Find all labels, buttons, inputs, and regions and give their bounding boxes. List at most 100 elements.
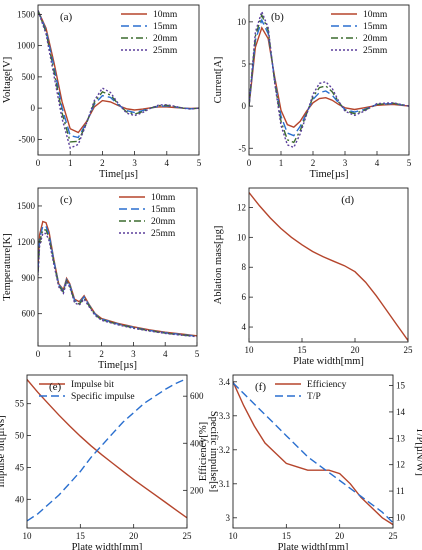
legend-entry: 10mm	[153, 10, 178, 20]
x-tick-label: 25	[183, 531, 193, 541]
x-tick-label: 20	[335, 531, 345, 541]
x-tick-label: 3	[131, 349, 136, 359]
series-line-25mm	[38, 10, 199, 150]
x-axis-label: Plate width[mm]	[278, 542, 349, 550]
panel-f	[232, 374, 394, 529]
y-axis-label: Ablation mass[µg]	[213, 226, 224, 305]
plot-frame	[232, 374, 394, 529]
plot-frame	[248, 4, 410, 156]
y-tick-label: 40	[15, 494, 25, 504]
legend-entry: Impulse bit	[71, 380, 114, 390]
y-tick-label: 500	[22, 72, 36, 82]
y-tick-label: 1200	[17, 237, 36, 247]
legend-entry: Specific impulse	[71, 391, 135, 402]
y-axis-label: Temperature[K]	[2, 233, 13, 300]
y2-axis-label: Specific impulse[s]	[208, 411, 219, 492]
y-tick-label: 3.3	[219, 411, 231, 421]
legend-entry: Efficiency	[307, 379, 347, 390]
y-tick-label: 6	[242, 292, 247, 302]
x-axis-label: Time[µs]	[98, 360, 137, 371]
y-tick-label: 0	[242, 101, 247, 111]
x-tick-label: 4	[163, 349, 168, 359]
y-tick-label: 3	[226, 513, 231, 523]
y-tick-label: 4	[242, 322, 247, 332]
y2-tick-label: 15	[396, 381, 406, 391]
x-tick-label: 3	[343, 158, 348, 168]
y-tick-label: 1000	[17, 41, 36, 51]
x-tick-label: 10	[23, 531, 33, 541]
x-tick-label: 10	[229, 531, 239, 541]
y2-tick-label: 11	[396, 486, 405, 496]
series-line-25mm	[249, 9, 409, 149]
panel-b	[248, 4, 410, 156]
x-axis-label: Plate width[mm]	[293, 356, 364, 367]
x-tick-label: 2	[100, 158, 105, 168]
x-tick-label: 3	[132, 158, 137, 168]
y-tick-label: 3.4	[219, 377, 231, 387]
y-tick-label: 600	[22, 309, 36, 319]
y-tick-label: 10	[237, 17, 247, 27]
legend-entry: 25mm	[151, 229, 176, 239]
panel-label: (b)	[271, 11, 284, 23]
panel-a	[37, 4, 200, 156]
y-tick-label: 5	[242, 59, 247, 69]
x-tick-label: 1	[68, 158, 73, 168]
panel-e	[26, 374, 188, 529]
series-line-specific-impulse	[27, 377, 187, 522]
series-line-main	[249, 192, 408, 341]
y2-tick-label: 10	[396, 512, 406, 522]
x-tick-label: 25	[389, 531, 399, 541]
x-tick-label: 5	[195, 349, 200, 359]
x-tick-label: 15	[298, 345, 308, 355]
panel-label: (d)	[341, 194, 354, 206]
legend-entry: 10mm	[151, 193, 176, 203]
y2-tick-label: 14	[396, 407, 406, 417]
y2-tick-label: 200	[190, 485, 204, 495]
panel-label: (a)	[60, 11, 73, 23]
x-tick-label: 2	[311, 158, 316, 168]
series-line-t/p	[233, 382, 393, 524]
y2-tick-label: 400	[190, 438, 204, 448]
y2-tick-label: 12	[396, 460, 405, 470]
x-axis-label: Time[µs]	[99, 169, 138, 180]
y2-axis-label: T/P[µN/W]	[414, 427, 422, 476]
y-tick-label: 8	[242, 262, 247, 272]
y-tick-label: 45	[15, 462, 25, 472]
series-line-15mm	[38, 225, 197, 337]
x-axis-label: Plate width[mm]	[72, 542, 143, 550]
y-tick-label: 50	[15, 431, 25, 441]
panel-label: (f)	[255, 381, 266, 393]
legend-entry: T/P	[307, 392, 321, 402]
plot-frame	[37, 4, 200, 156]
y-tick-label: -500	[19, 134, 36, 144]
legend-entry: 15mm	[151, 205, 176, 215]
legend-entry: 25mm	[153, 46, 178, 56]
legend-entry: 25mm	[363, 46, 388, 56]
y-tick-label: 0	[31, 103, 36, 113]
x-tick-label: 15	[282, 531, 292, 541]
y-axis-label: Current[A]	[213, 57, 224, 104]
x-tick-label: 2	[99, 349, 104, 359]
legend-entry: 15mm	[153, 22, 178, 32]
legend-entry: 20mm	[153, 34, 178, 44]
y-tick-label: 3.2	[219, 445, 230, 455]
x-tick-label: 5	[407, 158, 412, 168]
y-axis-label: Voltage[V]	[2, 57, 13, 103]
plot-frame	[37, 187, 198, 347]
series-line-20mm	[38, 229, 197, 338]
panel-label: (e)	[49, 381, 62, 393]
panel-c	[37, 187, 198, 347]
x-tick-label: 25	[404, 345, 414, 355]
x-tick-label: 10	[245, 345, 255, 355]
x-tick-label: 0	[36, 158, 41, 168]
series-line-impulse-bit	[27, 379, 187, 519]
y-axis-label: Impulse bit[µNs]	[0, 415, 7, 487]
x-tick-label: 0	[36, 349, 41, 359]
y-tick-label: 1500	[17, 201, 36, 211]
legend-entry: 20mm	[363, 34, 388, 44]
x-tick-label: 5	[197, 158, 202, 168]
y-tick-label: 3.1	[219, 479, 230, 489]
legend-entry: 10mm	[363, 10, 388, 20]
x-tick-label: 1	[279, 158, 284, 168]
